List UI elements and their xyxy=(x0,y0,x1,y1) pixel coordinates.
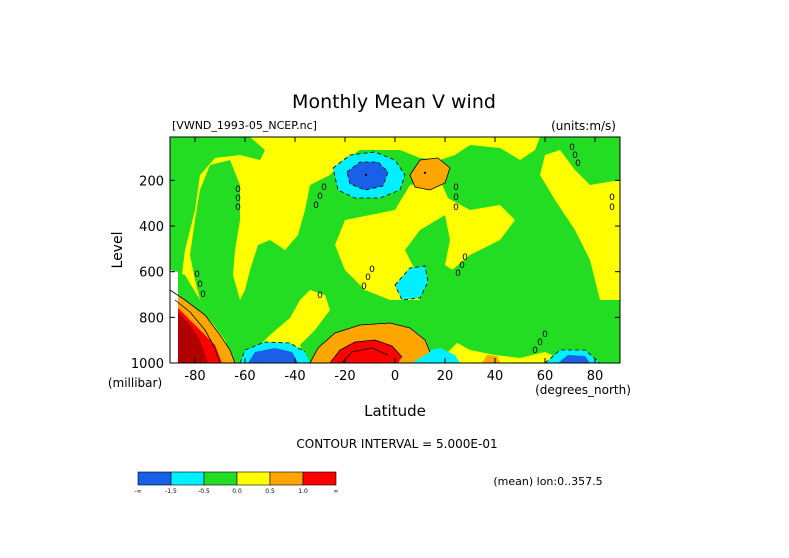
x-tick-label: -60 xyxy=(234,369,255,384)
x-axis: -80 -60 -40 -20 0 20 40 60 80 xyxy=(184,137,603,384)
colorbar: -∞ -1.5 -0.5 0.0 0.5 1.0 ∞ xyxy=(134,471,339,495)
colorbar-label: -1.5 xyxy=(165,488,177,495)
units-label: (units:m/s) xyxy=(551,119,616,133)
svg-text:0: 0 xyxy=(197,280,203,290)
x-tick-label: 60 xyxy=(537,369,554,384)
svg-text:0: 0 xyxy=(321,183,327,193)
y-tick-label: 1000 xyxy=(131,357,164,372)
y-tick-label: 400 xyxy=(139,220,164,235)
svg-text:•: • xyxy=(423,169,428,178)
svg-text:0: 0 xyxy=(462,253,468,263)
colorbar-label: 0.0 xyxy=(232,488,242,495)
contour-region-green xyxy=(170,137,265,300)
dataset-label: [VWND_1993-05_NCEP.nc] xyxy=(172,119,317,132)
colorbar-label: 0.5 xyxy=(265,488,275,495)
colorbar-label: -∞ xyxy=(134,488,141,495)
svg-text:0: 0 xyxy=(369,265,375,275)
svg-text:0: 0 xyxy=(575,159,581,169)
plot-area: 000 000 000 000 000 000 00 000 0 000 • • xyxy=(170,137,620,363)
colorbar-swatch xyxy=(302,471,337,486)
contour-region-orange xyxy=(410,158,450,190)
svg-text:0: 0 xyxy=(459,261,465,271)
x-units-label: (degrees_north) xyxy=(535,383,631,397)
svg-text:0: 0 xyxy=(235,185,241,195)
missing-data-region xyxy=(170,270,178,363)
contour-region-darkred xyxy=(175,310,208,363)
svg-text:0: 0 xyxy=(235,194,241,204)
colorbar-swatch xyxy=(137,471,172,486)
svg-text:0: 0 xyxy=(317,291,323,301)
y-tick-label: 800 xyxy=(139,311,164,326)
y-tick-label: 600 xyxy=(139,266,164,281)
y-tick-label: 200 xyxy=(139,174,164,189)
x-tick-label: -40 xyxy=(284,369,305,384)
svg-text:0: 0 xyxy=(532,346,538,356)
y-axis: 200 400 600 800 1000 xyxy=(131,174,620,372)
y-units-label: (millibar) xyxy=(108,376,162,390)
x-axis-label: Latitude xyxy=(364,402,426,420)
svg-text:0: 0 xyxy=(453,183,459,193)
extrema-markers: • • xyxy=(364,169,428,180)
colorbar-label: -0.5 xyxy=(198,488,210,495)
zero-contour-labels: 000 000 000 000 000 000 00 000 0 000 xyxy=(194,143,615,356)
svg-text:•: • xyxy=(364,171,369,180)
colorbar-swatch xyxy=(170,471,205,486)
colorbar-swatch xyxy=(236,471,271,486)
svg-text:0: 0 xyxy=(365,273,371,283)
colorbar-label: ∞ xyxy=(334,488,339,495)
svg-text:0: 0 xyxy=(569,143,575,153)
contour-region-blue xyxy=(347,162,388,190)
svg-text:0: 0 xyxy=(609,193,615,203)
x-tick-label: 0 xyxy=(391,369,399,384)
colorbar-swatch xyxy=(269,471,304,486)
chart-title: Monthly Mean V wind xyxy=(292,91,496,113)
svg-text:0: 0 xyxy=(455,269,461,279)
svg-text:0: 0 xyxy=(194,270,200,280)
svg-text:0: 0 xyxy=(453,193,459,203)
svg-text:0: 0 xyxy=(542,330,548,340)
contour-lines xyxy=(170,151,601,363)
svg-text:0: 0 xyxy=(313,201,319,211)
x-tick-label: -20 xyxy=(334,369,355,384)
x-tick-label: 40 xyxy=(487,369,504,384)
svg-text:0: 0 xyxy=(537,338,543,348)
svg-text:0: 0 xyxy=(361,282,367,292)
footer-note: (mean) lon:0..357.5 xyxy=(493,475,602,488)
x-tick-label: 20 xyxy=(437,369,454,384)
x-tick-label: -80 xyxy=(184,369,205,384)
svg-text:0: 0 xyxy=(572,151,578,161)
svg-text:0: 0 xyxy=(235,203,241,213)
x-tick-label: 80 xyxy=(587,369,604,384)
contour-region-cyan xyxy=(395,266,428,300)
svg-text:0: 0 xyxy=(317,192,323,202)
svg-text:0: 0 xyxy=(200,290,206,300)
colorbar-swatch xyxy=(203,471,238,486)
contour-region-blue xyxy=(558,355,590,363)
contour-region-blue xyxy=(248,348,298,363)
contour-region-green xyxy=(170,137,620,363)
svg-text:0: 0 xyxy=(609,203,615,213)
contour-interval-label: CONTOUR INTERVAL = 5.000E-01 xyxy=(296,437,497,451)
colorbar-label: 1.0 xyxy=(298,488,308,495)
svg-text:0: 0 xyxy=(453,203,459,213)
y-axis-label: Level xyxy=(110,232,126,269)
